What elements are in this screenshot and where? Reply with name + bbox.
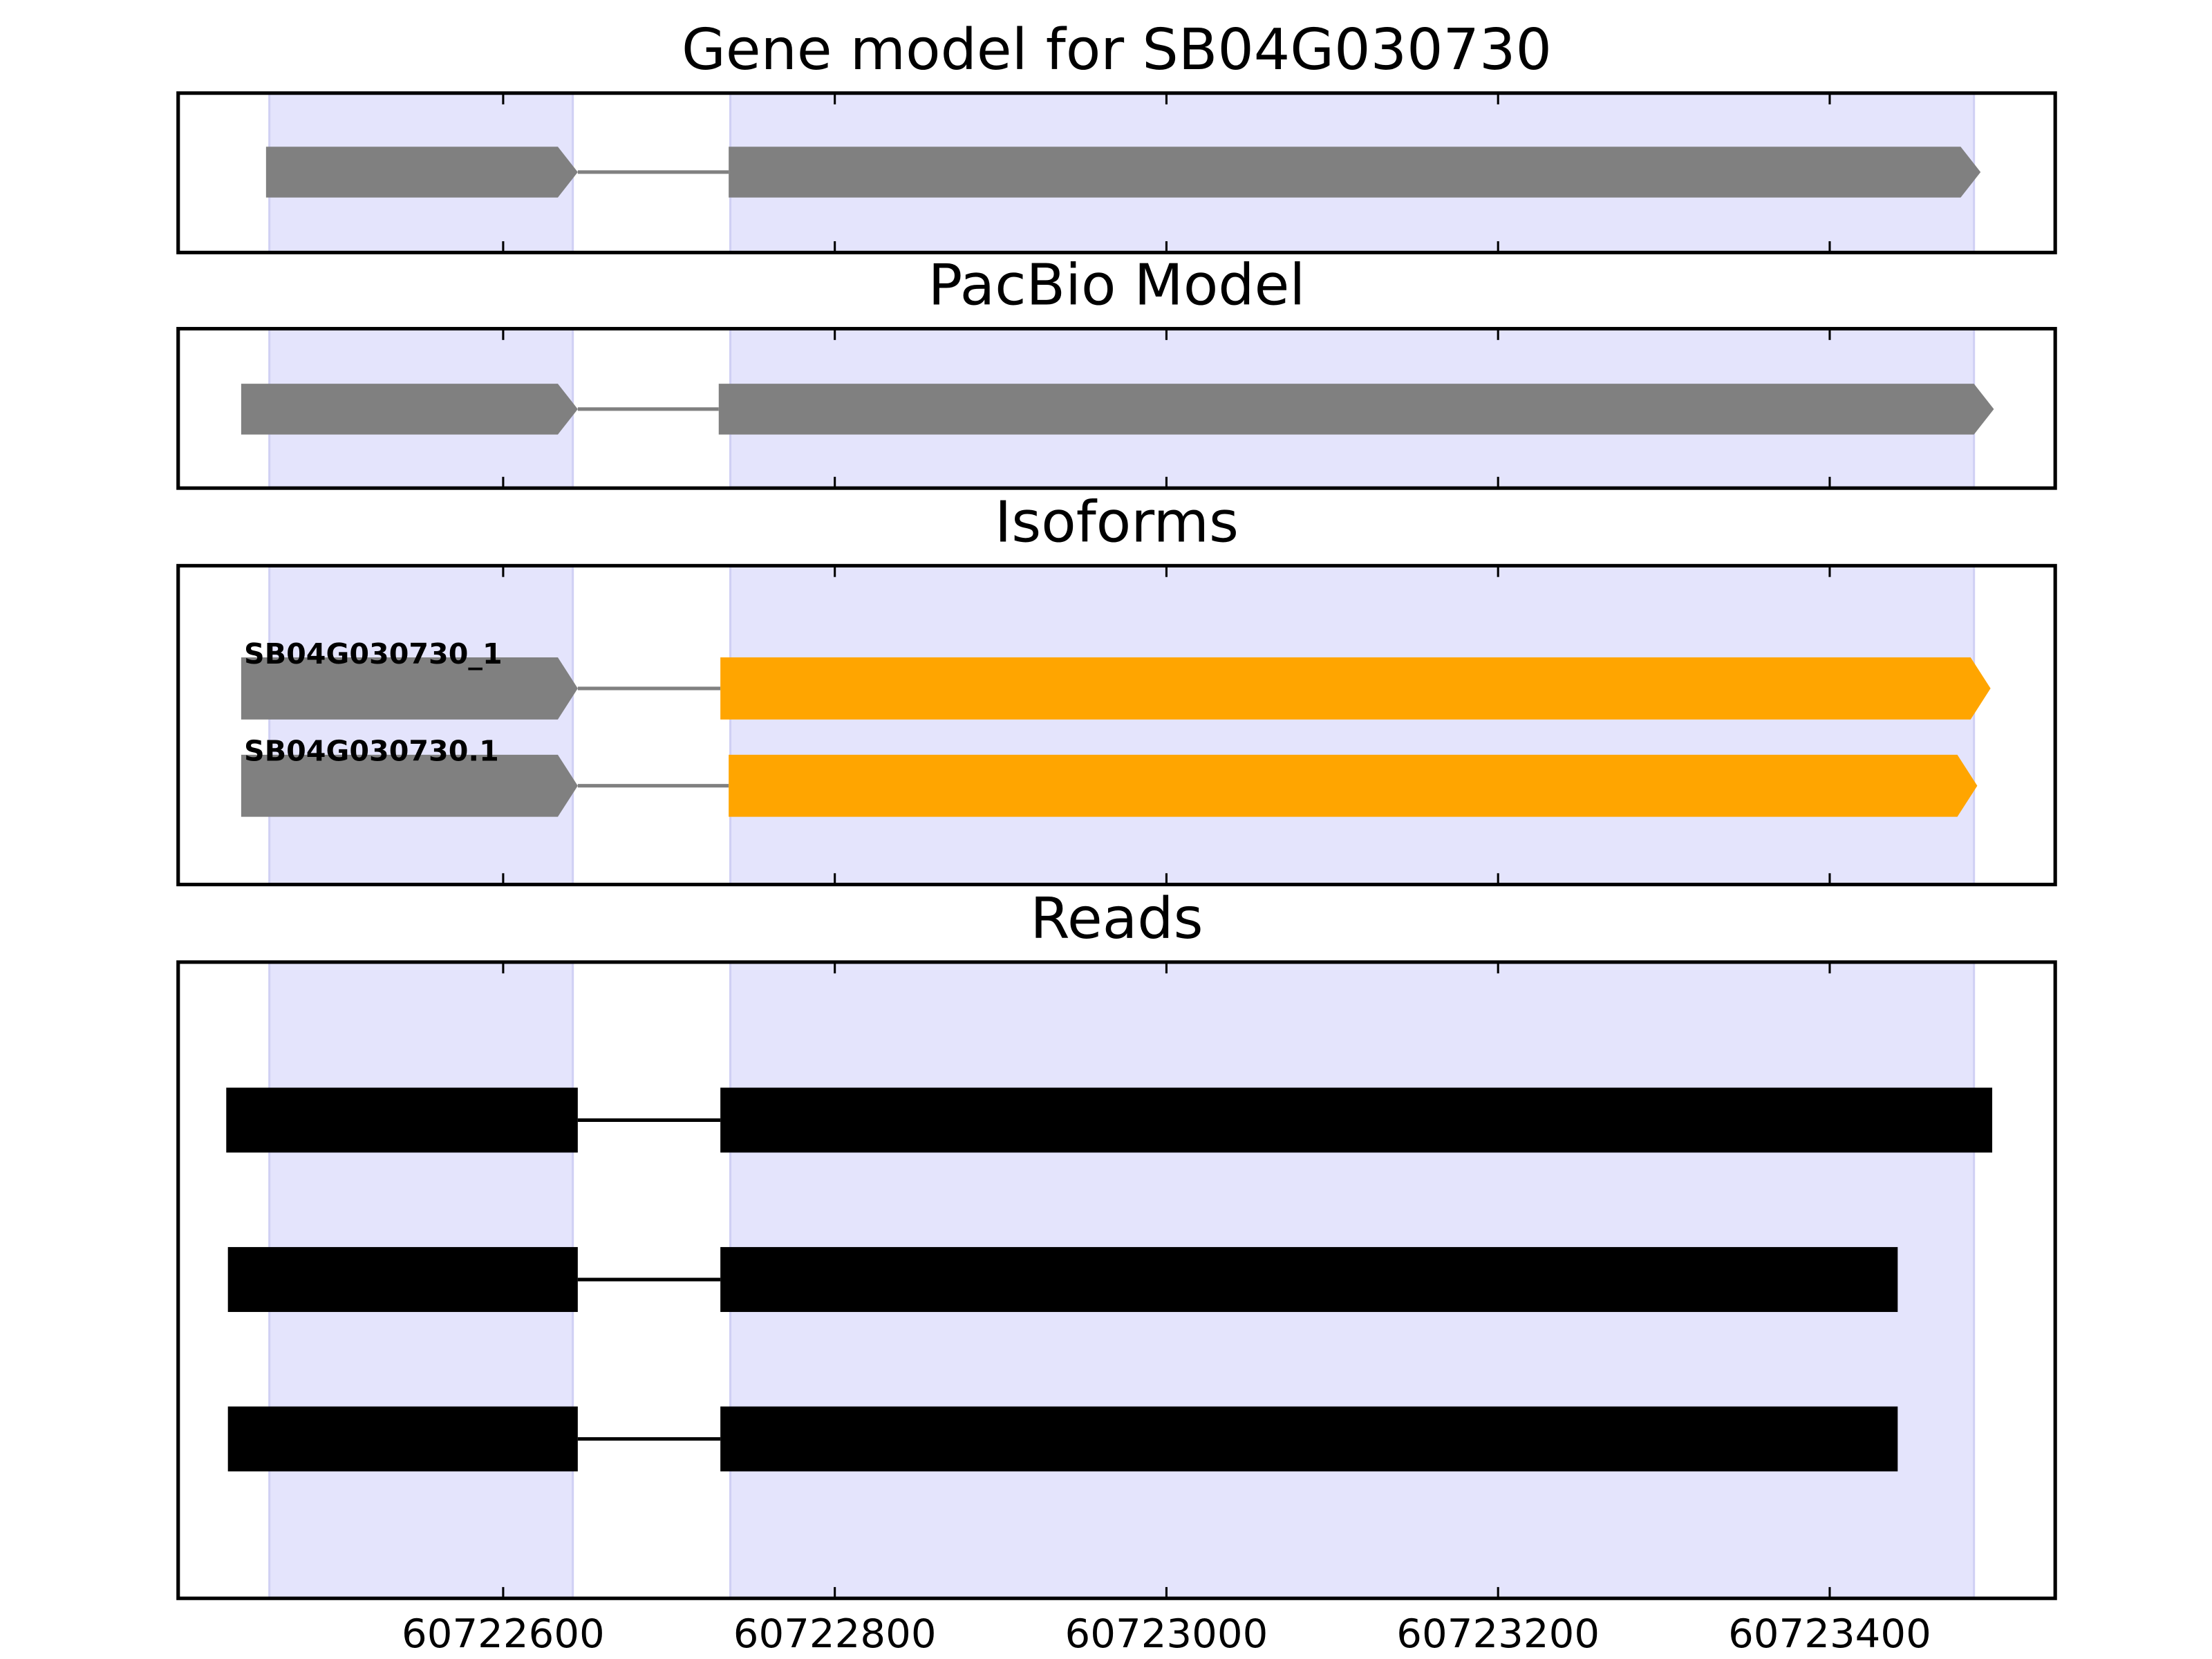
exon xyxy=(720,657,1991,720)
exon xyxy=(265,147,578,198)
exon xyxy=(241,384,578,435)
isoform-label: SB04G030730_1 xyxy=(244,637,503,671)
exon xyxy=(227,1247,578,1312)
x-tick-label: 60723200 xyxy=(1396,1611,1600,1657)
x-tick-label: 60722600 xyxy=(402,1611,605,1657)
exon-region xyxy=(729,564,1976,886)
exon xyxy=(241,657,578,720)
panel-frame xyxy=(176,326,2057,490)
x-tick-label: 60722800 xyxy=(733,1611,937,1657)
exon xyxy=(729,754,1978,817)
panel-frame xyxy=(176,91,2057,254)
panel-title: Reads xyxy=(1030,886,1203,952)
exon xyxy=(718,384,1994,435)
panel-frame xyxy=(176,563,2057,887)
exon xyxy=(241,754,578,817)
panel-title: PacBio Model xyxy=(928,253,1306,319)
exon xyxy=(227,1406,578,1472)
exon xyxy=(226,1087,578,1153)
panel-title: Isoforms xyxy=(995,490,1239,556)
panel-title: Gene model for SB04G030730 xyxy=(682,17,1552,83)
isoform-label: SB04G030730.1 xyxy=(244,735,499,768)
x-tick-label: 60723000 xyxy=(1065,1611,1268,1657)
exon xyxy=(720,1406,1898,1472)
x-tick-label: 60723400 xyxy=(1728,1611,1931,1657)
panel-frame xyxy=(176,960,2057,1600)
exon xyxy=(720,1087,1993,1153)
exon xyxy=(729,147,1981,198)
exon xyxy=(720,1247,1898,1312)
exon-region xyxy=(268,564,574,886)
